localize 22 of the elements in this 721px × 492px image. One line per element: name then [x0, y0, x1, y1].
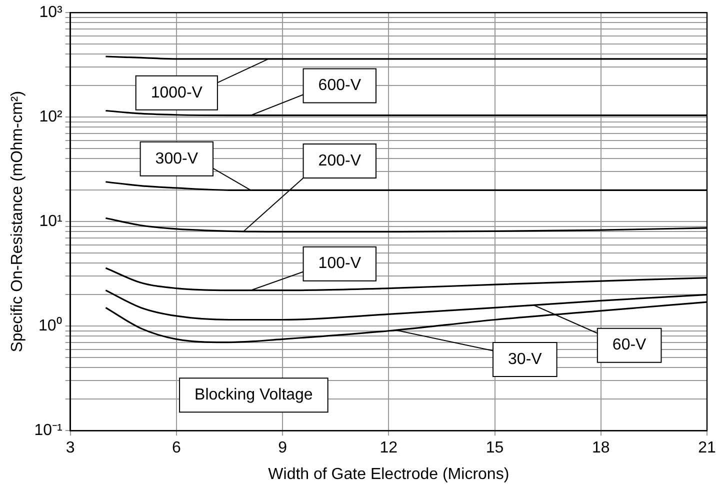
annotation: Blocking Voltage — [194, 386, 313, 404]
y-tick-label: 10⁰ — [38, 316, 62, 335]
x-tick-label: 18 — [592, 440, 610, 457]
x-axis-title: Width of Gate Electrode (Microns) — [268, 466, 510, 483]
series-label: 100-V — [318, 255, 362, 272]
y-tick-label: 10³ — [39, 4, 63, 22]
y-tick-label: 10² — [39, 108, 63, 126]
y-tick-label: 10⁻¹ — [34, 422, 62, 440]
series-label: 600-V — [318, 77, 362, 94]
x-tick-label: 15 — [486, 440, 504, 457]
x-tick-label: 12 — [380, 440, 398, 457]
x-tick-label: 3 — [66, 440, 75, 457]
x-tick-label: 9 — [278, 440, 288, 457]
text: 30-V — [508, 350, 542, 368]
x-tick-label: 21 — [698, 440, 716, 457]
series-label: 300-V — [155, 150, 198, 168]
x-tick-label: 6 — [172, 440, 181, 457]
text: 200-V — [318, 152, 362, 170]
series-label: 1000-V — [150, 84, 203, 102]
y-axis-title: Specific On-Resistance (mOhm-cm²) — [9, 90, 26, 352]
y-tick-label: 10¹ — [39, 213, 62, 230]
text: 60-V — [612, 336, 647, 354]
